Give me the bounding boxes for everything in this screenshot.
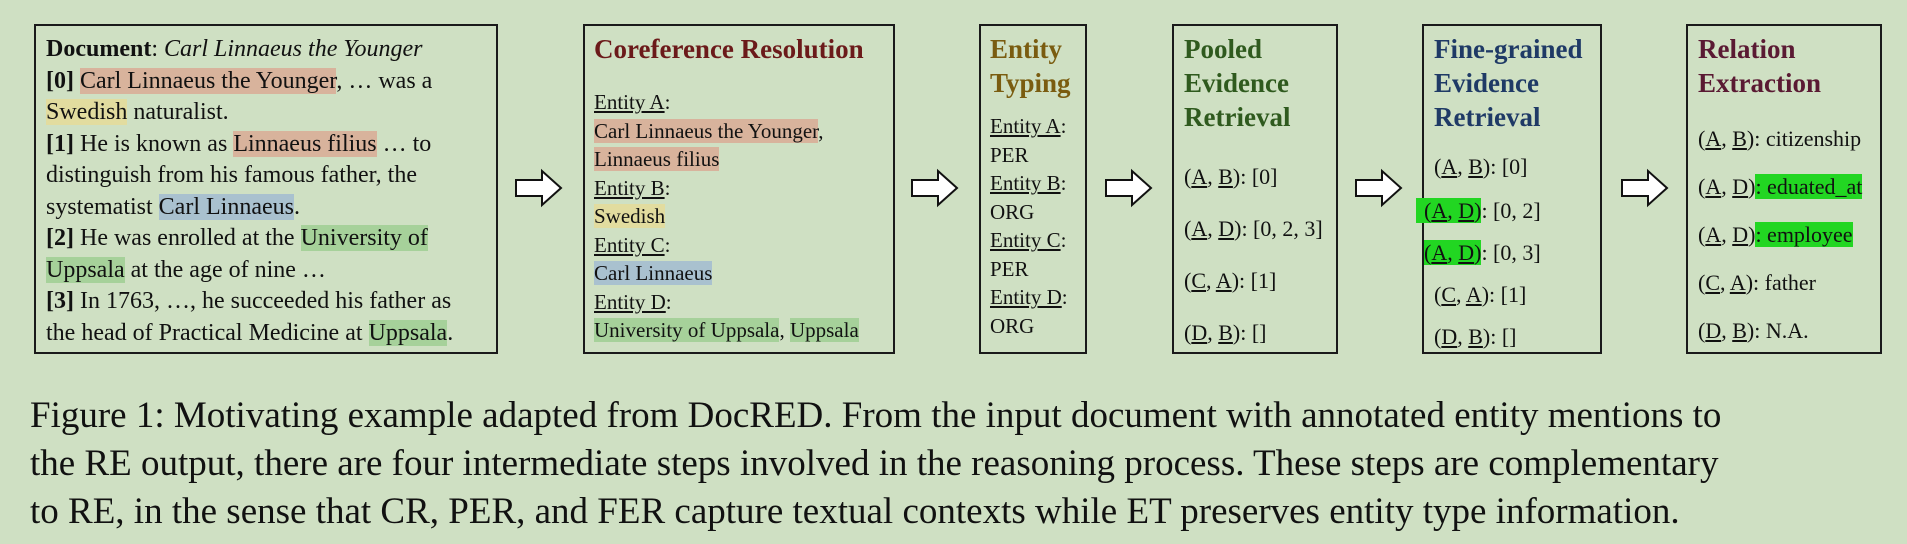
caption-line: the RE output, there are four intermedia… bbox=[30, 443, 1719, 484]
relation-row: (C, A): father bbox=[1698, 270, 1816, 295]
mention-entity-d: Uppsala bbox=[368, 319, 448, 346]
pooled-row: (A, B): [0] bbox=[1184, 164, 1278, 189]
mention-entity-a: Carl Linnaeus the Younger bbox=[79, 67, 337, 94]
mention-entity-d: Uppsala bbox=[46, 256, 125, 283]
document-title: Carl Linnaeus the Younger bbox=[164, 36, 423, 62]
caption-line: to RE, in the sense that CR, PER, and FE… bbox=[30, 491, 1680, 532]
pooled-row: (C, A): [1] bbox=[1184, 268, 1277, 293]
relation-row: (A, B): citizenship bbox=[1698, 126, 1862, 151]
document-heading: Document: Carl Linnaeus the Younger bbox=[46, 36, 423, 62]
fine-grained-row: (D, B): [] bbox=[1434, 324, 1517, 349]
fine-grained-row: (A, D): [0, 3] bbox=[1424, 240, 1541, 265]
mention-entity-c: Carl Linnaeus bbox=[158, 193, 294, 220]
relation-extraction-title: Relation Extraction bbox=[1698, 34, 1821, 98]
arrow-right-icon bbox=[911, 168, 959, 208]
sentence-2: [2] He was enrolled at the University of bbox=[46, 225, 428, 251]
relation-row: (D, B): N.A. bbox=[1698, 318, 1809, 343]
pooled-row: (A, D): [0, 2, 3] bbox=[1184, 216, 1323, 241]
mention-entity-b: Swedish bbox=[46, 99, 128, 125]
fine-grained-row: (A, D): [0, 2] bbox=[1416, 198, 1541, 224]
entity-typing-title: Entity Typing bbox=[990, 34, 1071, 98]
pooled-evidence-retrieval-box: Pooled Evidence Retrieval (A, B): [0] (A… bbox=[1172, 24, 1338, 354]
arrow-right-icon bbox=[1355, 168, 1403, 208]
mention-entity-d: University of bbox=[300, 225, 428, 251]
relation-row: (A, D): employee bbox=[1698, 222, 1853, 247]
fine-grained-title: Fine-grained Evidence Retrieval bbox=[1434, 34, 1583, 132]
relation-row: (A, D): eduated_at bbox=[1698, 174, 1863, 199]
caption-line: Figure 1: Motivating example adapted fro… bbox=[30, 395, 1722, 436]
coreference-title: Coreference Resolution bbox=[594, 34, 864, 64]
fine-grained-row: (C, A): [1] bbox=[1434, 282, 1527, 307]
figure-caption: Figure 1: Motivating example adapted fro… bbox=[30, 392, 1890, 536]
arrow-right-icon bbox=[515, 168, 563, 208]
arrow-right-icon bbox=[1621, 168, 1669, 208]
document-box: Document: Carl Linnaeus the Younger [0] … bbox=[34, 24, 498, 354]
coreference-resolution-box: Coreference Resolution Entity A: Carl Li… bbox=[583, 24, 895, 354]
fine-grained-row: (A, B): [0] bbox=[1434, 154, 1528, 179]
fine-grained-evidence-retrieval-box: Fine-grained Evidence Retrieval (A, B): … bbox=[1416, 24, 1602, 354]
sentence-3: [3] In 1763, …, he succeeded his father … bbox=[46, 288, 452, 314]
entity-typing-box: Entity Typing Entity A: PER Entity B: OR… bbox=[979, 24, 1087, 354]
relation-extraction-box: Relation Extraction (A, B): citizenship … bbox=[1686, 24, 1882, 354]
mention-entity-a: Linnaeus filius bbox=[233, 130, 377, 157]
sentence-1: [1] He is known as Linnaeus filius … to bbox=[46, 130, 432, 157]
document-label: Document bbox=[46, 36, 152, 62]
arrow-right-icon bbox=[1105, 168, 1153, 208]
pooled-title: Pooled Evidence Retrieval bbox=[1184, 34, 1291, 132]
pooled-row: (D, B): [] bbox=[1184, 320, 1267, 345]
sentence-0: [0] Carl Linnaeus the Younger, … was a bbox=[46, 67, 433, 94]
